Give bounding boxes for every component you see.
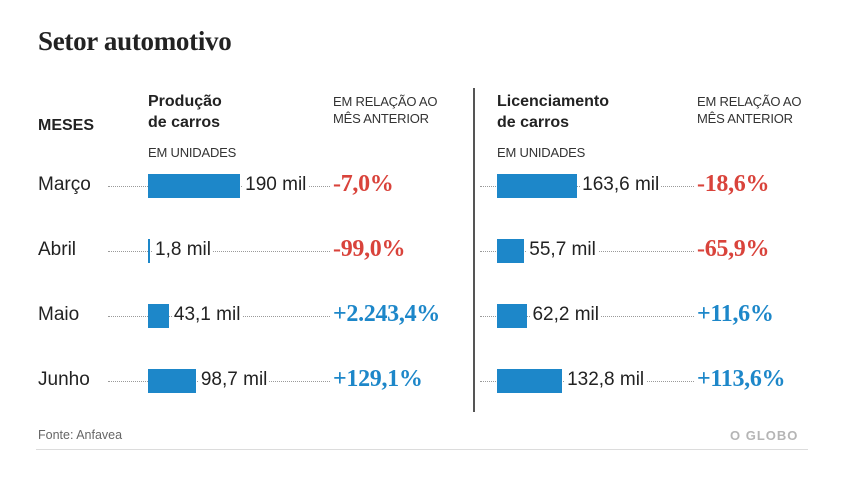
- producao-value-label: 43,1 mil: [171, 304, 243, 326]
- month-label: Junho: [38, 369, 90, 390]
- licenciamento-bar: [497, 369, 563, 393]
- month-label: Abril: [38, 239, 77, 260]
- producao-header-line1: Produção: [148, 93, 222, 110]
- licenciamento-bar: [497, 174, 578, 198]
- producao-value-label: 98,7 mil: [198, 369, 270, 391]
- licenciamento-value-label: 132,8 mil: [565, 369, 647, 391]
- producao-change-label: +129,1%: [333, 366, 423, 392]
- producao-bar: [148, 304, 169, 328]
- licenciamento-relation-line2: MÊS ANTERIOR: [697, 111, 793, 126]
- publisher-logo: O GLOBO: [730, 428, 799, 443]
- producao-change-label: -7,0%: [333, 171, 394, 197]
- licenciamento-change-label: -65,9%: [697, 236, 770, 262]
- licenciamento-change-label: +113,6%: [697, 366, 786, 392]
- licenciamento-value-label: 62,2 mil: [530, 304, 601, 326]
- licenciamento-header-line2: de carros: [497, 114, 570, 131]
- licenciamento-change-label: +11,6%: [697, 301, 774, 327]
- footer-divider: [36, 449, 808, 450]
- month-label: Maio: [38, 304, 80, 325]
- licenciamento-bar: [497, 304, 528, 328]
- producao-bar: [148, 239, 150, 263]
- producao-change-label: +2.243,4%: [333, 301, 440, 327]
- producao-row-leader: [108, 251, 330, 252]
- chart-title: Setor automotivo: [38, 26, 232, 56]
- producao-relation-header: EM RELAÇÃO AO MÊS ANTERIOR: [333, 93, 438, 127]
- licenciamento-value-label: 163,6 mil: [580, 174, 662, 196]
- month-label: Março: [38, 174, 91, 195]
- producao-change-label: -99,0%: [333, 236, 406, 262]
- producao-relation-line1: EM RELAÇÃO AO: [333, 94, 438, 109]
- licenciamento-header-line1: Licenciamento: [497, 93, 610, 110]
- source-note: Fonte: Anfavea: [38, 428, 123, 442]
- licenciamento-unit: EM UNIDADES: [497, 145, 586, 160]
- producao-unit: EM UNIDADES: [148, 145, 237, 160]
- licenciamento-relation-line1: EM RELAÇÃO AO: [697, 94, 802, 109]
- months-header: MESES: [38, 117, 95, 134]
- producao-header: Produção de carros: [148, 91, 222, 133]
- producao-header-line2: de carros: [148, 114, 221, 131]
- producao-value-label: 190 mil: [243, 174, 309, 196]
- licenciamento-change-label: -18,6%: [697, 171, 770, 197]
- licenciamento-bar: [497, 239, 525, 263]
- producao-value-label: 1,8 mil: [153, 239, 213, 261]
- producao-relation-line2: MÊS ANTERIOR: [333, 111, 429, 126]
- producao-bar: [148, 174, 241, 198]
- licenciamento-header: Licenciamento de carros: [497, 91, 609, 133]
- column-divider: [473, 88, 475, 412]
- producao-bar: [148, 369, 196, 393]
- licenciamento-value-label: 55,7 mil: [527, 239, 598, 261]
- licenciamento-relation-header: EM RELAÇÃO AO MÊS ANTERIOR: [697, 93, 802, 127]
